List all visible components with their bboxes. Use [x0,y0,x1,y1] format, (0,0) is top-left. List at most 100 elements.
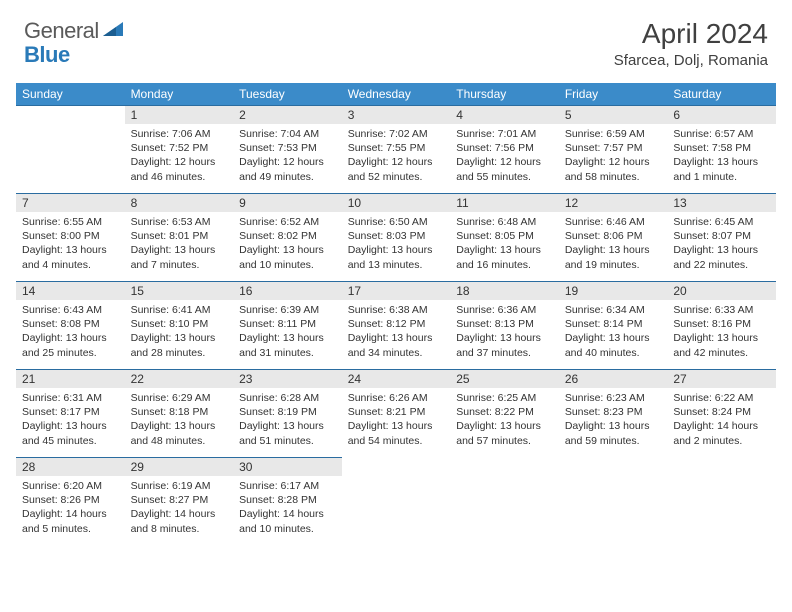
day-number: 30 [233,457,342,476]
header: General April 2024 Sfarcea, Dolj, Romani… [0,0,792,77]
day-details: Sunrise: 6:59 AMSunset: 7:57 PMDaylight:… [559,124,668,186]
day-number-empty [16,105,125,123]
day-details: Sunrise: 6:23 AMSunset: 8:23 PMDaylight:… [559,388,668,450]
day-number: 5 [559,105,668,124]
day-details: Sunrise: 6:38 AMSunset: 8:12 PMDaylight:… [342,300,451,362]
day-number: 22 [125,369,234,388]
calendar-cell: 4Sunrise: 7:01 AMSunset: 7:56 PMDaylight… [450,105,559,193]
logo-blue-text: Blue [24,42,70,67]
calendar-cell: 17Sunrise: 6:38 AMSunset: 8:12 PMDayligh… [342,281,451,369]
calendar-cell: 9Sunrise: 6:52 AMSunset: 8:02 PMDaylight… [233,193,342,281]
day-number: 2 [233,105,342,124]
calendar-cell [667,457,776,545]
weekday-header: Thursday [450,83,559,105]
calendar-cell [559,457,668,545]
day-details: Sunrise: 6:28 AMSunset: 8:19 PMDaylight:… [233,388,342,450]
day-number: 12 [559,193,668,212]
calendar-row: 1Sunrise: 7:06 AMSunset: 7:52 PMDaylight… [16,105,776,193]
day-details: Sunrise: 7:02 AMSunset: 7:55 PMDaylight:… [342,124,451,186]
logo-triangle-icon [103,20,123,43]
day-details: Sunrise: 6:17 AMSunset: 8:28 PMDaylight:… [233,476,342,538]
day-details: Sunrise: 6:46 AMSunset: 8:06 PMDaylight:… [559,212,668,274]
day-details: Sunrise: 6:22 AMSunset: 8:24 PMDaylight:… [667,388,776,450]
calendar-cell: 23Sunrise: 6:28 AMSunset: 8:19 PMDayligh… [233,369,342,457]
logo-blue-row: Blue [24,42,70,68]
calendar-cell [16,105,125,193]
weekday-header: Monday [125,83,234,105]
day-details: Sunrise: 6:53 AMSunset: 8:01 PMDaylight:… [125,212,234,274]
calendar-cell: 19Sunrise: 6:34 AMSunset: 8:14 PMDayligh… [559,281,668,369]
calendar-cell: 7Sunrise: 6:55 AMSunset: 8:00 PMDaylight… [16,193,125,281]
calendar-cell: 22Sunrise: 6:29 AMSunset: 8:18 PMDayligh… [125,369,234,457]
day-details: Sunrise: 6:33 AMSunset: 8:16 PMDaylight:… [667,300,776,362]
day-number: 8 [125,193,234,212]
day-details: Sunrise: 6:31 AMSunset: 8:17 PMDaylight:… [16,388,125,450]
day-number: 23 [233,369,342,388]
calendar-cell: 29Sunrise: 6:19 AMSunset: 8:27 PMDayligh… [125,457,234,545]
day-number: 9 [233,193,342,212]
day-number: 14 [16,281,125,300]
day-details: Sunrise: 6:43 AMSunset: 8:08 PMDaylight:… [16,300,125,362]
month-title: April 2024 [614,18,768,50]
day-number: 19 [559,281,668,300]
calendar-cell: 11Sunrise: 6:48 AMSunset: 8:05 PMDayligh… [450,193,559,281]
day-details: Sunrise: 6:50 AMSunset: 8:03 PMDaylight:… [342,212,451,274]
calendar-row: 21Sunrise: 6:31 AMSunset: 8:17 PMDayligh… [16,369,776,457]
day-number: 15 [125,281,234,300]
calendar-cell: 6Sunrise: 6:57 AMSunset: 7:58 PMDaylight… [667,105,776,193]
day-number: 13 [667,193,776,212]
day-number: 26 [559,369,668,388]
calendar-cell: 2Sunrise: 7:04 AMSunset: 7:53 PMDaylight… [233,105,342,193]
day-details: Sunrise: 6:26 AMSunset: 8:21 PMDaylight:… [342,388,451,450]
calendar-cell: 1Sunrise: 7:06 AMSunset: 7:52 PMDaylight… [125,105,234,193]
calendar-cell: 13Sunrise: 6:45 AMSunset: 8:07 PMDayligh… [667,193,776,281]
day-number: 6 [667,105,776,124]
day-number: 21 [16,369,125,388]
calendar-cell: 5Sunrise: 6:59 AMSunset: 7:57 PMDaylight… [559,105,668,193]
day-number: 11 [450,193,559,212]
weekday-header: Friday [559,83,668,105]
calendar-row: 14Sunrise: 6:43 AMSunset: 8:08 PMDayligh… [16,281,776,369]
day-details: Sunrise: 6:57 AMSunset: 7:58 PMDaylight:… [667,124,776,186]
day-details: Sunrise: 6:45 AMSunset: 8:07 PMDaylight:… [667,212,776,274]
day-number: 29 [125,457,234,476]
weekday-header: Sunday [16,83,125,105]
day-details: Sunrise: 6:20 AMSunset: 8:26 PMDaylight:… [16,476,125,538]
calendar-cell: 24Sunrise: 6:26 AMSunset: 8:21 PMDayligh… [342,369,451,457]
weekday-header: Tuesday [233,83,342,105]
day-number: 20 [667,281,776,300]
calendar-cell: 15Sunrise: 6:41 AMSunset: 8:10 PMDayligh… [125,281,234,369]
calendar-head: SundayMondayTuesdayWednesdayThursdayFrid… [16,83,776,105]
logo-general-text: General [24,18,99,44]
day-number: 18 [450,281,559,300]
weekday-row: SundayMondayTuesdayWednesdayThursdayFrid… [16,83,776,105]
day-details: Sunrise: 7:04 AMSunset: 7:53 PMDaylight:… [233,124,342,186]
day-number: 3 [342,105,451,124]
calendar-row: 7Sunrise: 6:55 AMSunset: 8:00 PMDaylight… [16,193,776,281]
day-details: Sunrise: 6:41 AMSunset: 8:10 PMDaylight:… [125,300,234,362]
calendar-cell: 25Sunrise: 6:25 AMSunset: 8:22 PMDayligh… [450,369,559,457]
calendar-cell: 14Sunrise: 6:43 AMSunset: 8:08 PMDayligh… [16,281,125,369]
day-number: 25 [450,369,559,388]
calendar-body: 1Sunrise: 7:06 AMSunset: 7:52 PMDaylight… [16,105,776,545]
day-details: Sunrise: 6:39 AMSunset: 8:11 PMDaylight:… [233,300,342,362]
day-number: 16 [233,281,342,300]
calendar-cell: 30Sunrise: 6:17 AMSunset: 8:28 PMDayligh… [233,457,342,545]
calendar-cell [450,457,559,545]
calendar-table: SundayMondayTuesdayWednesdayThursdayFrid… [16,83,776,545]
day-number: 1 [125,105,234,124]
day-number: 28 [16,457,125,476]
calendar-cell: 26Sunrise: 6:23 AMSunset: 8:23 PMDayligh… [559,369,668,457]
day-number: 24 [342,369,451,388]
day-details: Sunrise: 6:34 AMSunset: 8:14 PMDaylight:… [559,300,668,362]
calendar-cell: 27Sunrise: 6:22 AMSunset: 8:24 PMDayligh… [667,369,776,457]
day-number: 4 [450,105,559,124]
day-details: Sunrise: 6:36 AMSunset: 8:13 PMDaylight:… [450,300,559,362]
weekday-header: Wednesday [342,83,451,105]
title-block: April 2024 Sfarcea, Dolj, Romania [614,18,768,69]
day-number: 17 [342,281,451,300]
calendar-cell [342,457,451,545]
calendar-row: 28Sunrise: 6:20 AMSunset: 8:26 PMDayligh… [16,457,776,545]
calendar-cell: 8Sunrise: 6:53 AMSunset: 8:01 PMDaylight… [125,193,234,281]
calendar-cell: 20Sunrise: 6:33 AMSunset: 8:16 PMDayligh… [667,281,776,369]
